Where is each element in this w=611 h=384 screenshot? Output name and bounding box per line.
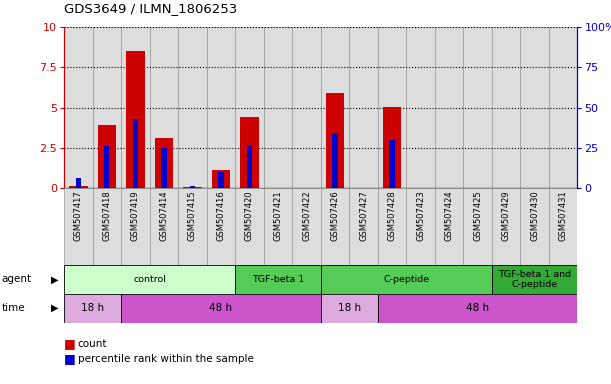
Bar xyxy=(104,146,109,188)
Bar xyxy=(382,107,401,188)
Text: GDS3649 / ILMN_1806253: GDS3649 / ILMN_1806253 xyxy=(64,2,238,15)
Bar xyxy=(321,27,349,188)
Bar xyxy=(463,27,492,188)
Bar xyxy=(150,27,178,188)
Bar xyxy=(521,27,549,188)
Text: GSM507419: GSM507419 xyxy=(131,190,140,241)
Bar xyxy=(126,51,145,188)
Bar xyxy=(378,188,406,265)
Bar xyxy=(121,188,150,265)
Bar xyxy=(549,188,577,265)
Text: 48 h: 48 h xyxy=(210,303,233,313)
Text: GSM507424: GSM507424 xyxy=(445,190,453,241)
Text: ▶: ▶ xyxy=(51,303,58,313)
Bar xyxy=(69,186,88,188)
Bar xyxy=(235,265,321,294)
Text: GSM507425: GSM507425 xyxy=(473,190,482,241)
Bar xyxy=(64,265,235,294)
Bar xyxy=(121,294,321,323)
Bar xyxy=(155,138,173,188)
Text: GSM507429: GSM507429 xyxy=(502,190,511,241)
Bar xyxy=(321,294,378,323)
Bar xyxy=(492,27,521,188)
Bar xyxy=(207,27,235,188)
Bar xyxy=(321,265,492,294)
Text: percentile rank within the sample: percentile rank within the sample xyxy=(78,354,254,364)
Bar xyxy=(349,27,378,188)
Bar xyxy=(549,27,577,188)
Bar xyxy=(150,188,178,265)
Text: GSM507414: GSM507414 xyxy=(159,190,169,241)
Bar xyxy=(98,125,116,188)
Bar xyxy=(93,188,121,265)
Bar xyxy=(247,145,252,188)
Bar xyxy=(76,178,81,188)
Text: TGF-beta 1 and
C-peptide: TGF-beta 1 and C-peptide xyxy=(498,270,571,289)
Text: 18 h: 18 h xyxy=(81,303,104,313)
Bar xyxy=(521,188,549,265)
Text: GSM507415: GSM507415 xyxy=(188,190,197,241)
Bar xyxy=(292,27,321,188)
Text: GSM507422: GSM507422 xyxy=(302,190,311,241)
Text: GSM507417: GSM507417 xyxy=(74,190,83,241)
Bar xyxy=(349,188,378,265)
Text: ■: ■ xyxy=(64,337,76,350)
Bar xyxy=(93,27,121,188)
Text: GSM507416: GSM507416 xyxy=(216,190,225,241)
Text: time: time xyxy=(1,303,25,313)
Bar xyxy=(235,27,264,188)
Bar xyxy=(435,27,463,188)
Bar xyxy=(264,188,292,265)
Bar xyxy=(292,188,321,265)
Text: GSM507427: GSM507427 xyxy=(359,190,368,241)
Bar xyxy=(378,294,577,323)
Bar xyxy=(121,27,150,188)
Bar xyxy=(207,188,235,265)
Text: 48 h: 48 h xyxy=(466,303,489,313)
Bar xyxy=(463,188,492,265)
Bar xyxy=(321,188,349,265)
Bar xyxy=(211,170,230,188)
Text: GSM507428: GSM507428 xyxy=(387,190,397,241)
Bar xyxy=(190,186,195,188)
Bar xyxy=(406,27,435,188)
Text: TGF-beta 1: TGF-beta 1 xyxy=(252,275,304,284)
Bar xyxy=(435,188,463,265)
Text: GSM507420: GSM507420 xyxy=(245,190,254,241)
Text: GSM507430: GSM507430 xyxy=(530,190,539,241)
Text: GSM507421: GSM507421 xyxy=(274,190,282,241)
Bar xyxy=(332,133,338,188)
Bar xyxy=(161,148,167,188)
Text: GSM507431: GSM507431 xyxy=(558,190,568,241)
Text: C-peptide: C-peptide xyxy=(383,275,430,284)
Bar xyxy=(492,188,521,265)
Text: GSM507423: GSM507423 xyxy=(416,190,425,241)
Text: ▶: ▶ xyxy=(51,274,58,285)
Text: agent: agent xyxy=(1,274,31,285)
Text: count: count xyxy=(78,339,107,349)
Bar xyxy=(389,140,395,188)
Bar xyxy=(64,294,121,323)
Bar xyxy=(235,188,264,265)
Text: GSM507418: GSM507418 xyxy=(103,190,111,241)
Text: control: control xyxy=(133,275,166,284)
Bar xyxy=(218,172,224,188)
Text: GSM507426: GSM507426 xyxy=(331,190,340,241)
Text: 18 h: 18 h xyxy=(338,303,361,313)
Bar xyxy=(378,27,406,188)
Bar xyxy=(178,27,207,188)
Bar xyxy=(178,188,207,265)
Bar xyxy=(133,119,138,188)
Bar xyxy=(64,27,93,188)
Bar xyxy=(240,117,259,188)
Bar xyxy=(492,265,577,294)
Bar xyxy=(264,27,292,188)
Text: ■: ■ xyxy=(64,353,76,366)
Bar xyxy=(183,187,202,188)
Bar xyxy=(64,188,93,265)
Bar xyxy=(406,188,435,265)
Bar xyxy=(326,93,345,188)
